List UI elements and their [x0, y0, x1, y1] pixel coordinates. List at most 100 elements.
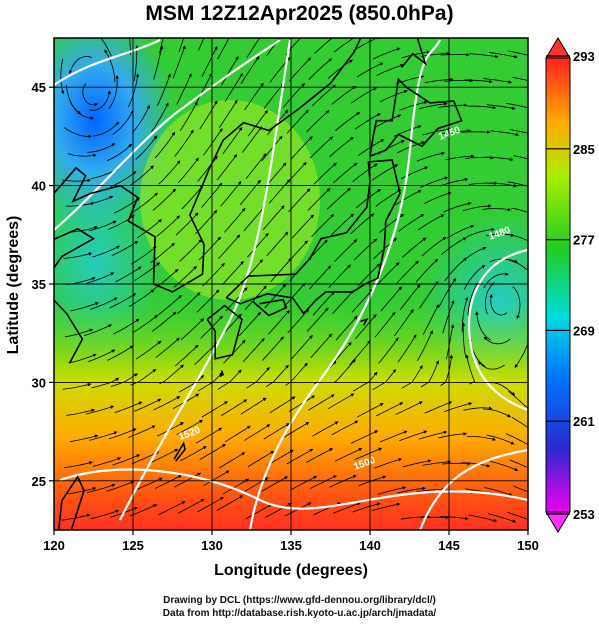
streamline: [400, 166, 429, 180]
streamline: [397, 486, 426, 494]
streamline: [174, 472, 202, 488]
streamline: [505, 433, 528, 446]
streamline: [309, 136, 334, 159]
streamline: [415, 258, 439, 283]
streamline: [93, 121, 120, 137]
streamline: [335, 112, 361, 132]
coastline: [369, 77, 463, 157]
streamline: [67, 153, 97, 158]
height-contour: [119, 39, 292, 521]
streamline: [333, 38, 360, 53]
coastline: [400, 38, 427, 69]
streamline: [417, 214, 445, 231]
colorbar-tick-label: 269: [573, 323, 595, 338]
streamline: [68, 353, 97, 364]
streamline: [266, 231, 289, 257]
streamline: [484, 487, 513, 497]
colorbar: 293 285 277 269 261 253: [545, 37, 595, 533]
streamline: [482, 408, 512, 418]
coastline: [57, 475, 85, 530]
streamline: [154, 474, 182, 489]
credit-line-dcl: Drawing by DCL (https://www.gfd-dennou.o…: [163, 595, 436, 606]
height-contour: [418, 448, 528, 530]
streamline: [244, 82, 264, 111]
streamline: [376, 262, 400, 286]
y-axis-label: Latitude (degrees): [5, 216, 22, 355]
coastline: [206, 304, 243, 360]
streamline: [397, 334, 417, 363]
streamline: [306, 110, 330, 133]
y-tick-label: 35: [32, 277, 46, 292]
streamline: [331, 420, 359, 436]
streamline: [334, 239, 358, 262]
y-axis-ticks: 25 30 35 40 45: [32, 80, 54, 489]
streamline: [157, 422, 184, 437]
streamline: [327, 187, 351, 210]
lat-lon-grid: [54, 38, 528, 530]
streamline: [130, 368, 157, 386]
colorbar-ticks: 293 285 277 269 261 253: [546, 49, 595, 522]
streamline: [466, 227, 495, 238]
streamline: [441, 237, 467, 256]
streamline: [372, 47, 401, 60]
x-tick-label: 135: [280, 538, 302, 553]
streamline: [461, 130, 491, 134]
streamline: [311, 213, 335, 238]
streamline: [199, 444, 226, 460]
streamline: [399, 430, 428, 442]
streamline: [217, 369, 242, 390]
streamline: [463, 406, 493, 411]
streamline: [159, 364, 184, 385]
streamline: [261, 135, 283, 162]
streamline: [441, 129, 471, 134]
streamline: [87, 483, 116, 493]
streamline: [331, 85, 357, 105]
streamline: [286, 109, 309, 134]
streamline: [222, 478, 250, 495]
streamline: [312, 84, 336, 107]
streamline: [352, 163, 378, 183]
streamline: [62, 178, 91, 183]
streamline: [263, 423, 290, 440]
streamline: [221, 260, 244, 286]
streamline: [513, 485, 528, 493]
streamline: [330, 213, 355, 236]
streamline: [69, 225, 98, 233]
streamline: [424, 401, 453, 414]
streamline: [241, 126, 263, 153]
streamline: [288, 57, 312, 82]
streamline: [291, 214, 315, 239]
streamline: [156, 215, 181, 237]
streamline: [178, 374, 205, 393]
streamline: [309, 265, 332, 290]
streamline: [129, 38, 131, 55]
streamline: [67, 486, 97, 495]
streamline: [310, 333, 333, 359]
streamline: [378, 337, 399, 364]
streamline: [422, 460, 452, 466]
streamline: [307, 187, 331, 211]
streamline: [218, 452, 246, 469]
map-title: MSM 12Z12Apr2025 (850.0hPa): [145, 2, 454, 25]
streamline: [445, 324, 455, 360]
x-axis-label: Longitude (degrees): [214, 562, 368, 579]
height-contour: [468, 248, 528, 412]
streamline: [112, 110, 134, 135]
streamline: [357, 263, 381, 287]
streamline: [85, 405, 115, 415]
streamline: [312, 421, 339, 437]
streamline: [87, 143, 116, 153]
streamline: [179, 238, 203, 262]
streamline: [393, 309, 414, 337]
streamline: [351, 288, 374, 313]
colorbar-tick-label: 261: [573, 414, 595, 429]
streamline: [335, 315, 358, 341]
streamline: [308, 394, 335, 411]
colorbar-bottom-arrow: [545, 511, 571, 533]
streamline: [195, 209, 218, 235]
streamline: [225, 287, 248, 312]
streamline: [398, 214, 425, 232]
streamline: [327, 393, 355, 410]
streamline: [308, 58, 333, 80]
streamline: [424, 77, 454, 84]
